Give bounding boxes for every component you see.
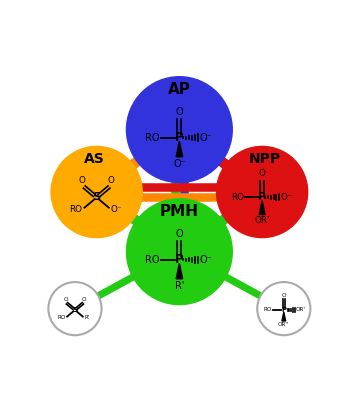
Text: AS: AS — [84, 152, 104, 166]
Text: O: O — [259, 170, 266, 178]
Text: R': R' — [175, 281, 184, 291]
Text: OR': OR' — [254, 217, 270, 225]
Text: P: P — [175, 253, 184, 266]
Text: O: O — [281, 293, 286, 298]
Text: PMH: PMH — [160, 204, 199, 219]
Text: P: P — [281, 307, 286, 313]
Polygon shape — [259, 201, 265, 215]
Text: O: O — [176, 229, 183, 239]
Text: O: O — [176, 107, 183, 117]
Text: OR': OR' — [296, 308, 306, 312]
Circle shape — [48, 282, 102, 335]
Text: RO: RO — [145, 133, 159, 143]
Polygon shape — [282, 312, 286, 321]
Polygon shape — [176, 141, 183, 157]
Text: O: O — [79, 176, 86, 185]
Circle shape — [126, 199, 232, 304]
Circle shape — [126, 77, 232, 182]
Text: NPP: NPP — [249, 152, 281, 166]
Text: O⁻: O⁻ — [281, 193, 292, 202]
Circle shape — [257, 282, 310, 335]
Circle shape — [217, 146, 308, 237]
Text: O⁻: O⁻ — [111, 205, 122, 214]
Text: O⁻: O⁻ — [173, 159, 186, 169]
Polygon shape — [176, 263, 183, 279]
Text: RO: RO — [264, 308, 272, 312]
Text: O: O — [107, 176, 114, 185]
Text: O⁻: O⁻ — [200, 255, 213, 265]
Text: RO: RO — [145, 255, 159, 265]
Text: P: P — [258, 192, 266, 202]
Text: AP: AP — [168, 82, 191, 97]
Text: P: P — [175, 131, 184, 144]
Text: S: S — [72, 307, 78, 313]
Text: O: O — [63, 297, 68, 302]
Circle shape — [51, 146, 142, 237]
Text: RO: RO — [231, 193, 244, 202]
Text: S: S — [93, 192, 101, 202]
Text: O⁻: O⁻ — [200, 133, 213, 143]
Text: RO: RO — [57, 315, 66, 320]
Text: OR'': OR'' — [278, 322, 289, 327]
Text: R': R' — [84, 315, 90, 320]
Text: O: O — [82, 297, 86, 302]
Text: RO: RO — [69, 205, 82, 214]
